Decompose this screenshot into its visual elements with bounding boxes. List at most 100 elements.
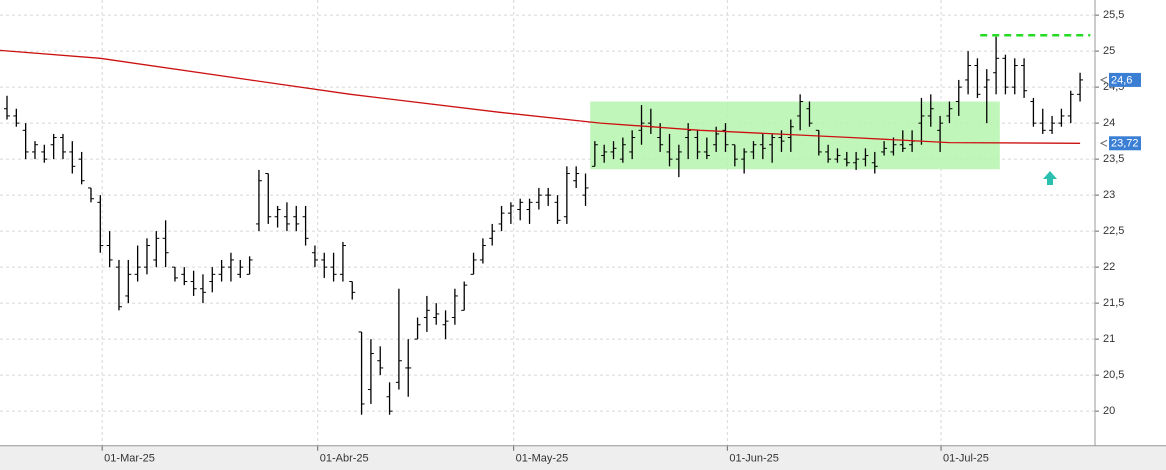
ohlc-bar <box>349 281 356 300</box>
ohlc-bar <box>563 166 570 224</box>
ohlc-bar <box>433 303 440 325</box>
ohlc-bar <box>50 133 57 160</box>
ohlc-bar <box>573 166 580 188</box>
ohlc-bar <box>22 123 29 160</box>
ohlc-bar <box>59 133 66 160</box>
ohlc-bar <box>461 281 468 311</box>
ohlc-bar <box>246 256 253 275</box>
y-tick-label: 24 <box>1103 117 1115 129</box>
x-tick-label: 01-Abr-25 <box>320 453 369 465</box>
ohlc-bar <box>405 339 412 397</box>
price-pointer <box>1099 139 1108 147</box>
ohlc-bar <box>489 223 496 246</box>
ohlc-bar <box>582 173 589 206</box>
signal-arrow <box>1043 171 1057 185</box>
ohlc-bar <box>395 288 402 390</box>
ohlc-bar <box>358 331 365 415</box>
ohlc-bar <box>797 94 804 131</box>
ohlc-bar <box>339 241 346 282</box>
y-tick-label: 21 <box>1103 333 1115 345</box>
x-tick-label: 01-May-25 <box>516 453 569 465</box>
ohlc-bar <box>41 144 48 163</box>
ohlc-bar <box>806 101 813 127</box>
ohlc-bar <box>946 101 953 124</box>
ohlc-bar <box>927 94 934 127</box>
ohlc-bar <box>470 252 477 275</box>
ohlc-bar <box>507 202 514 224</box>
ohlc-bar <box>545 187 552 206</box>
ohlc-bar <box>694 130 701 160</box>
ohlc-bar <box>293 205 300 232</box>
ohlc-bar <box>209 267 216 293</box>
ohlc-bar <box>825 144 832 163</box>
ohlc-bar <box>227 252 234 282</box>
ohlc-bar <box>853 151 860 170</box>
ohlc-bar <box>517 198 524 221</box>
ohlc-bar <box>78 151 85 185</box>
ohlc-bar <box>638 105 645 145</box>
y-tick-label: 25,5 <box>1103 9 1124 21</box>
ohlc-bar <box>1030 97 1037 127</box>
ohlc-bar <box>153 231 160 268</box>
ohlc-bar <box>731 144 738 167</box>
x-axis-band <box>0 445 1166 470</box>
ohlc-bar <box>741 148 748 174</box>
ohlc-bar <box>330 252 337 282</box>
ohlc-bar <box>237 259 244 278</box>
ohlc-bar <box>619 137 626 163</box>
ohlc-bar <box>162 220 169 268</box>
moving-average <box>0 49 1081 144</box>
ohlc-bar <box>843 151 850 167</box>
ohlc-bar <box>414 317 421 340</box>
ohlc-bar <box>759 133 766 160</box>
ohlc-bar <box>115 259 122 311</box>
price-label-box <box>1109 136 1141 151</box>
ohlc-bar <box>302 205 309 246</box>
ohlc-bar <box>1021 58 1028 98</box>
ohlc-bar <box>601 144 608 163</box>
ohlc-bar <box>1058 108 1065 127</box>
ohlc-bar <box>1077 72 1084 102</box>
ohlc-bar <box>97 195 104 253</box>
y-tick-label: 21,5 <box>1103 297 1124 309</box>
ohlc-bar <box>13 108 20 127</box>
ohlc-bar <box>69 141 76 174</box>
ohlc-bar <box>125 259 132 304</box>
ohlc-bar <box>498 205 505 232</box>
ohlc-bar <box>974 58 981 98</box>
ohlc-bar <box>815 129 822 156</box>
ohlc-bar <box>871 151 878 174</box>
ohlc-bar <box>311 245 318 268</box>
ohlc-bar <box>87 187 94 203</box>
ohlc-bar <box>321 252 328 278</box>
price-label: 23,72 <box>1111 138 1139 150</box>
ohlc-bar <box>377 346 384 376</box>
ohlc-bar <box>1049 115 1056 134</box>
y-tick-label: 20,5 <box>1103 369 1124 381</box>
ohlc-bar <box>171 266 178 282</box>
ohlc-bar <box>703 137 710 160</box>
ohlc-bar <box>265 173 272 224</box>
ohlc-bar <box>367 339 374 404</box>
x-tick-label: 01-Jul-25 <box>943 453 989 465</box>
ohlc-bar <box>423 295 430 332</box>
ohlc-bar <box>1067 90 1074 124</box>
ohlc-bar <box>1011 58 1018 95</box>
ohlc-bar <box>442 310 449 340</box>
ohlc-bar <box>386 382 393 415</box>
ohlc-bar <box>143 238 150 275</box>
ohlc-bar <box>1039 108 1046 134</box>
ohlc-bar <box>283 202 290 232</box>
ohlc-bar <box>134 245 141 282</box>
ohlc-bar <box>190 270 197 296</box>
y-tick-label: 20 <box>1103 405 1115 417</box>
ohlc-bar <box>479 238 486 264</box>
ohlc-bar <box>554 195 561 224</box>
ohlc-bar <box>834 148 841 163</box>
ohlc-bar <box>675 144 682 178</box>
ohlc-bar <box>890 137 897 156</box>
ohlc-bar <box>255 169 262 232</box>
ohlc-bar <box>918 97 925 145</box>
